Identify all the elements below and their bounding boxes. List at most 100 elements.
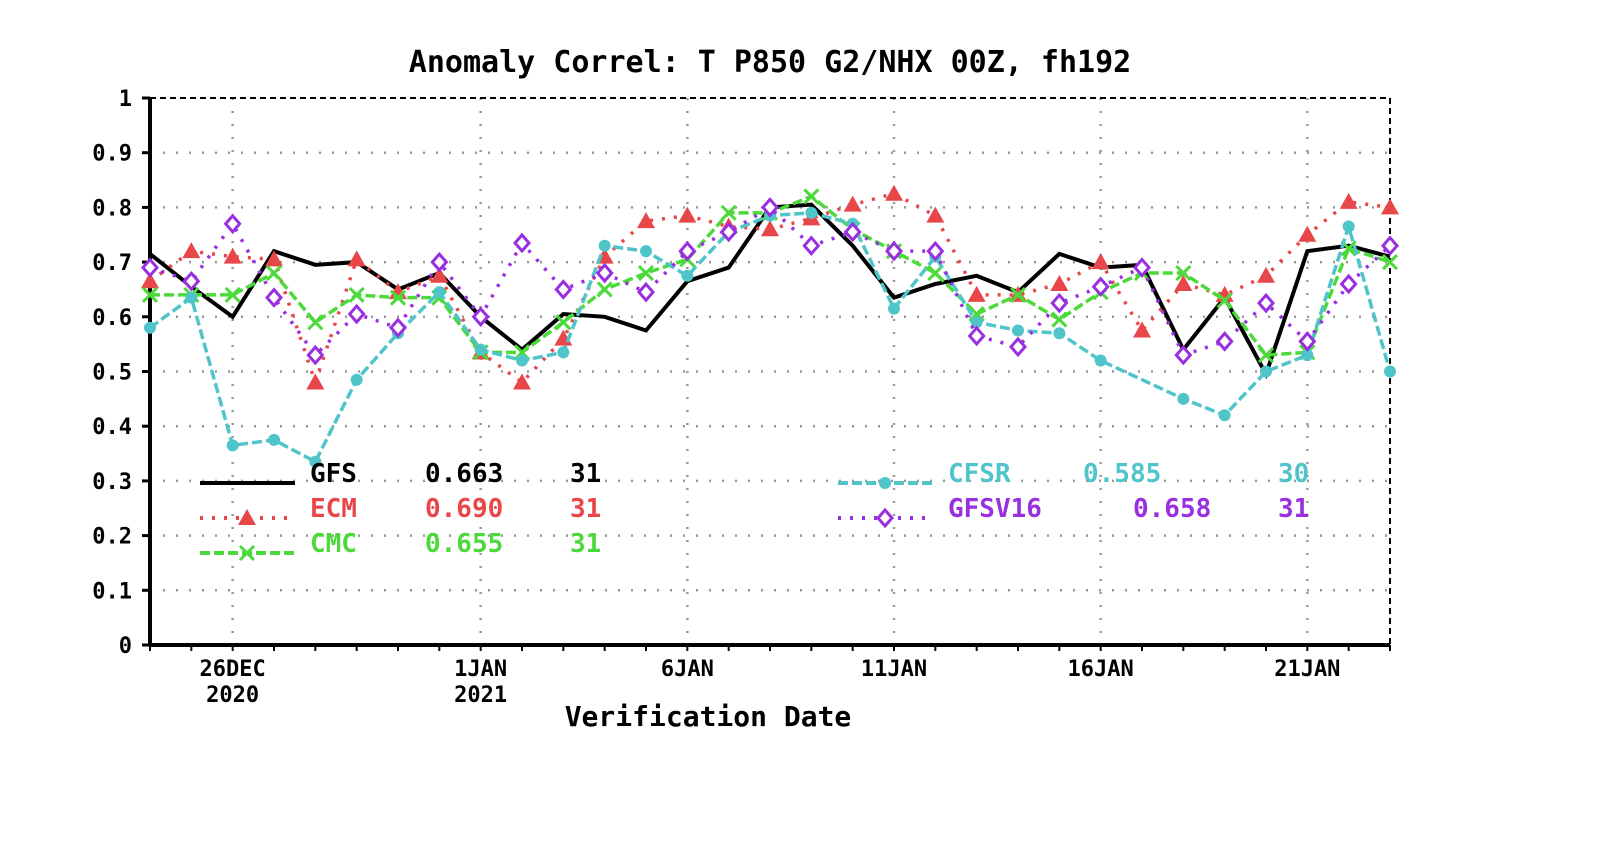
data-point-cfsr: [1177, 392, 1190, 405]
data-point-cfsr: [1218, 409, 1231, 422]
data-point-ecm: [1133, 321, 1151, 338]
data-point-cmc: [141, 286, 159, 303]
data-point-cmc: [1175, 264, 1192, 282]
data-point-cfsr: [1384, 365, 1396, 378]
data-point-cfsr: [1094, 354, 1107, 367]
data-point-gfsv16: [1050, 292, 1069, 314]
legend-mean: 0.663: [425, 459, 503, 489]
x-tick-label: 6JAN: [661, 657, 714, 682]
legend-name: GFSV16: [948, 494, 1042, 524]
data-point-cfsr: [474, 343, 487, 356]
x-tick-label: 16JAN: [1068, 657, 1134, 682]
x-tick-label: 11JAN: [861, 657, 927, 682]
data-point-cmc: [720, 204, 737, 221]
data-point-gfsv16: [306, 344, 325, 366]
data-point-cfsr: [557, 346, 570, 359]
legend-marker: [238, 544, 256, 562]
legend-marker: [879, 477, 891, 489]
series-line-cfsr: [148, 211, 1392, 465]
data-point-cmc: [596, 281, 613, 298]
data-point-gfsv16: [1257, 292, 1275, 314]
data-point-ecm: [1174, 274, 1193, 291]
data-point-gfsv16: [595, 262, 614, 284]
data-point-cmc: [927, 264, 944, 282]
y-tick-label: 0.5: [92, 361, 132, 386]
data-point-gfsv16: [967, 325, 986, 347]
data-point-gfsv16: [1215, 331, 1234, 352]
data-point-gfsv16: [430, 251, 449, 273]
data-point-ecm: [1257, 266, 1275, 283]
y-tick-label: 0.8: [92, 196, 132, 221]
data-point-cfsr: [1342, 220, 1355, 233]
legend: GFS 0.663 31 ECM 0.690 31 CMC 0.655 31 CFSR 0.585 3…: [200, 459, 1309, 562]
data-point-gfsv16: [761, 197, 779, 218]
y-tick-label: 1: [119, 87, 132, 112]
data-point-cfsr: [1260, 365, 1272, 378]
data-point-ecm: [678, 206, 697, 223]
data-point-ecm: [430, 266, 449, 283]
legend-count: 31: [570, 494, 601, 524]
data-point-gfsv16: [1009, 336, 1027, 358]
data-point-cfsr: [970, 316, 983, 329]
data-point-gfsv16: [554, 279, 573, 300]
data-point-ecm: [1050, 274, 1069, 291]
data-point-gfsv16: [926, 240, 945, 262]
legend-count: 30: [1278, 459, 1309, 489]
data-point-ecm: [967, 285, 986, 302]
data-point-ecm: [1339, 192, 1358, 209]
x-axis-label: Verification Date: [565, 700, 852, 733]
data-point-gfsv16: [1339, 273, 1358, 295]
data-point-cmc: [348, 286, 365, 303]
y-tick-label: 0.6: [92, 306, 132, 331]
data-point-gfsv16: [141, 257, 159, 278]
y-tick-label: 0.1: [92, 579, 132, 604]
data-point-cmc: [803, 188, 820, 205]
legend-mean: 0.690: [425, 494, 503, 524]
y-tick-label: 0.4: [92, 415, 132, 440]
data-point-cfsr: [433, 286, 446, 299]
y-tick-label: 0: [119, 634, 132, 659]
data-point-cmc: [307, 314, 324, 331]
data-point-ecm: [637, 212, 655, 229]
legend-mean: 0.655: [425, 529, 503, 559]
data-point-cfsr: [1012, 324, 1024, 337]
data-point-gfsv16: [182, 270, 201, 292]
data-point-ecm: [843, 195, 862, 212]
data-point-ecm: [265, 250, 283, 267]
data-point-cmc: [1381, 254, 1399, 271]
data-point-cmc: [1257, 347, 1275, 364]
data-point-gfsv16: [885, 240, 903, 262]
data-point-gfsv16: [637, 281, 655, 303]
data-point-cfsr: [516, 354, 528, 367]
grid: [150, 98, 1390, 645]
x-tick-label: 26DEC: [200, 657, 266, 682]
data-point-gfsv16: [719, 221, 738, 243]
data-point-cmc: [389, 289, 407, 306]
x-tick-sublabel: 2021: [454, 683, 507, 708]
data-point-gfsv16: [1133, 257, 1151, 278]
legend-marker: [238, 509, 256, 525]
series-gfsv16: [141, 197, 1399, 366]
data-point-gfsv16: [1381, 235, 1399, 256]
data-point-cfsr: [350, 373, 363, 386]
legend-count: 31: [570, 529, 601, 559]
data-point-cfsr: [185, 291, 198, 304]
series-group: [141, 184, 1399, 468]
legend-mean: 0.658: [1133, 494, 1211, 524]
data-point-gfsv16: [389, 317, 407, 339]
legend-item-gfsv16: GFSV16 0.658 31: [838, 494, 1309, 529]
legend-name: CMC: [310, 529, 357, 559]
x-tick-label: 21JAN: [1274, 657, 1340, 682]
legend-item-cmc: CMC 0.655 31: [200, 529, 601, 562]
data-point-gfsv16: [471, 306, 490, 328]
data-point-cfsr: [1301, 349, 1314, 362]
legend-item-cfsr: CFSR 0.585 30: [838, 459, 1309, 489]
data-point-gfsv16: [1174, 344, 1193, 366]
legend-name: ECM: [310, 494, 357, 524]
y-tick-label: 0.2: [92, 525, 132, 550]
x-tick-sublabel: 2020: [206, 683, 259, 708]
data-point-ecm: [347, 250, 366, 267]
data-point-cfsr: [309, 455, 322, 468]
data-point-gfsv16: [265, 287, 283, 308]
